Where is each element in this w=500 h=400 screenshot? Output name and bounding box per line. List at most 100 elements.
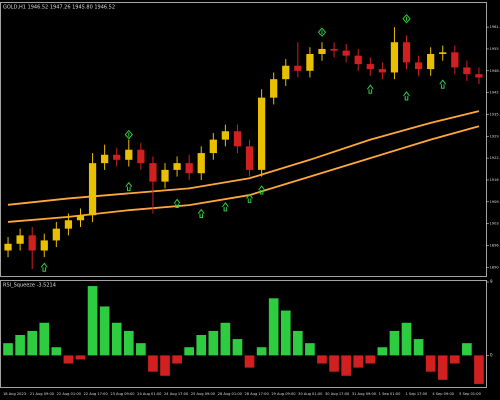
histogram-bar xyxy=(449,355,460,364)
histogram-bar xyxy=(160,355,170,376)
histogram-bar xyxy=(389,330,400,356)
histogram-bar xyxy=(172,355,182,364)
histogram-bar xyxy=(280,310,291,356)
candle-body xyxy=(125,149,133,160)
histogram-bar xyxy=(99,306,110,356)
histogram-bar xyxy=(63,355,74,364)
x-tick-label: 5 Sep 01:00 xyxy=(459,392,481,396)
price-panel xyxy=(0,2,487,277)
x-tick-label: 30 Aug 01:00 xyxy=(298,392,323,396)
candle-body xyxy=(233,131,242,147)
candle-body xyxy=(257,97,266,170)
y-tick-label: 1922.5 xyxy=(490,156,500,160)
candle-body xyxy=(245,146,254,170)
candle-body xyxy=(475,74,483,78)
indicator-title: RSI_Squeeze -3.5214 xyxy=(3,283,56,289)
candle-body xyxy=(414,62,423,70)
x-tick-label: 24 Aug 01:00 xyxy=(137,392,162,396)
x-tick-label: 30 Aug 17:00 xyxy=(325,392,350,396)
histogram-bar xyxy=(353,355,364,368)
histogram-bar xyxy=(123,330,134,356)
x-tick-label: 28 Aug 01:00 xyxy=(218,392,243,396)
y-tick-label: 1942 xyxy=(490,91,499,95)
candle-body xyxy=(173,163,181,170)
candle-body xyxy=(4,243,12,251)
histogram-bar xyxy=(462,343,472,356)
candle-body xyxy=(149,163,157,182)
x-tick-label: 25 Aug 09:00 xyxy=(191,392,216,396)
x-tick-label: 1 Sep 17:00 xyxy=(406,392,428,396)
candle-body xyxy=(294,65,302,71)
histogram-bar xyxy=(27,330,38,356)
x-tick-label: 28 Aug 17:00 xyxy=(245,392,270,396)
x-tick-label: 31 Aug 09:00 xyxy=(352,392,377,396)
buy-arrow xyxy=(439,79,447,89)
x-tick-label: 21 Aug 09:00 xyxy=(30,392,55,396)
indicator-panel xyxy=(0,280,487,388)
y-tick-label: 1935.5 xyxy=(490,112,500,116)
histogram-bar xyxy=(365,355,376,364)
histogram-bar xyxy=(111,322,122,356)
candle-body xyxy=(52,228,60,241)
candle-body xyxy=(64,220,73,229)
candle-body xyxy=(402,42,411,63)
histogram-bar xyxy=(413,339,424,356)
candle-body xyxy=(161,169,169,182)
buy-arrow xyxy=(221,201,229,212)
y-tick-label: 0 xyxy=(490,352,493,357)
y-tick-label: 1916 xyxy=(490,178,500,182)
y-tick-label: 1961.5 xyxy=(490,25,500,29)
histogram-bar xyxy=(425,355,436,372)
histogram-bar xyxy=(220,322,231,356)
candle-body xyxy=(185,163,193,174)
candle-body xyxy=(390,42,399,73)
y-tick-label: 1890 xyxy=(490,265,500,269)
histogram-bar xyxy=(15,335,25,356)
candle-body xyxy=(306,53,314,71)
histogram-bar xyxy=(317,355,327,364)
y-tick-label: 1955 xyxy=(490,47,499,51)
candle-body xyxy=(270,79,278,98)
x-tick-label: 23 Aug 09:00 xyxy=(110,392,135,396)
candle-body xyxy=(76,215,85,221)
candle-body xyxy=(427,53,435,70)
candle-body xyxy=(221,131,230,140)
buy-arrow xyxy=(173,198,181,208)
histogram-bar xyxy=(244,355,255,368)
candle-body xyxy=(439,52,447,54)
histogram-bar xyxy=(3,343,13,356)
histogram-bar xyxy=(196,335,207,356)
signal-arrow xyxy=(402,13,411,24)
x-tick-label: 22 Aug 01:00 xyxy=(57,392,82,396)
y-tick-label: 1929 xyxy=(490,134,500,138)
signal-arrow xyxy=(317,27,327,37)
x-tick-label: 22 Aug 17:00 xyxy=(84,392,109,396)
buy-arrow xyxy=(366,84,374,94)
histogram-bar xyxy=(401,322,412,356)
candle-body xyxy=(197,153,205,174)
moving-average xyxy=(7,125,480,223)
buy-arrow xyxy=(197,208,205,219)
histogram-bar xyxy=(437,355,448,380)
x-tick-label: 29 Aug 09:00 xyxy=(271,392,296,396)
histogram-bar xyxy=(305,343,315,356)
chart-title: GOLD,H1 1946.52 1947.26 1945.80 1946.52 xyxy=(3,5,115,11)
y-tick-label: 1909.5 xyxy=(490,200,500,204)
candle-body xyxy=(366,64,374,70)
histogram-bar xyxy=(329,355,339,372)
candle-body xyxy=(342,50,350,56)
histogram-bar xyxy=(51,347,62,356)
candle-body xyxy=(354,55,362,65)
candle-body xyxy=(40,240,48,251)
candle-body xyxy=(113,154,121,160)
histogram-bar xyxy=(256,347,267,356)
candle-body xyxy=(451,52,459,68)
y-tick-label: 9 xyxy=(490,279,493,284)
histogram-bar xyxy=(184,347,194,356)
y-tick-label: 1896.5 xyxy=(490,243,500,247)
candle-body xyxy=(209,139,217,154)
x-tick-label: 4 Sep 09:00 xyxy=(432,392,454,396)
buy-arrow xyxy=(246,193,253,203)
